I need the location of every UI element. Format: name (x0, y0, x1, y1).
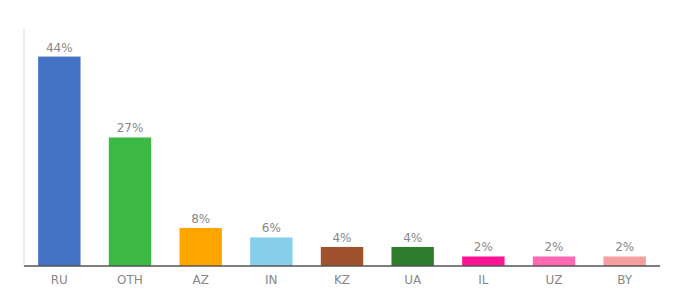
x-tick-label: RU (51, 273, 68, 287)
x-tick-label: IL (478, 273, 489, 287)
x-tick-label: UA (404, 273, 422, 287)
x-tick-label: OTH (117, 273, 143, 287)
bars (38, 57, 646, 266)
data-label: 4% (403, 231, 422, 245)
data-label: 4% (332, 231, 351, 245)
bar (391, 247, 433, 266)
chart-container: 44% 27% 8% 6% 4% 4% 2% 2% 2% RU OTH AZ IN KZ UA IL UZ BY (0, 0, 680, 300)
bar (321, 247, 363, 266)
data-label: 27% (117, 121, 144, 135)
bar (109, 137, 151, 266)
data-label: 8% (191, 212, 210, 226)
x-tick-label: UZ (546, 273, 563, 287)
bar (603, 256, 645, 266)
bar (179, 228, 221, 266)
bar (533, 256, 575, 266)
data-label: 44% (46, 41, 73, 55)
bar (462, 256, 504, 266)
data-label: 2% (474, 240, 493, 254)
x-tick-label: BY (617, 273, 633, 287)
x-tick-label: KZ (334, 273, 350, 287)
data-label: 2% (615, 240, 634, 254)
data-label: 2% (544, 240, 563, 254)
chart: 44% 27% 8% 6% 4% 4% 2% 2% 2% RU OTH AZ IN KZ UA IL UZ BY (0, 0, 680, 300)
x-tick-label: AZ (192, 273, 208, 287)
bar (250, 237, 292, 266)
bar (38, 57, 80, 266)
data-label: 6% (262, 221, 281, 235)
x-tick-label: IN (265, 273, 278, 287)
x-axis-line (24, 265, 660, 267)
y-axis-line (24, 28, 25, 266)
